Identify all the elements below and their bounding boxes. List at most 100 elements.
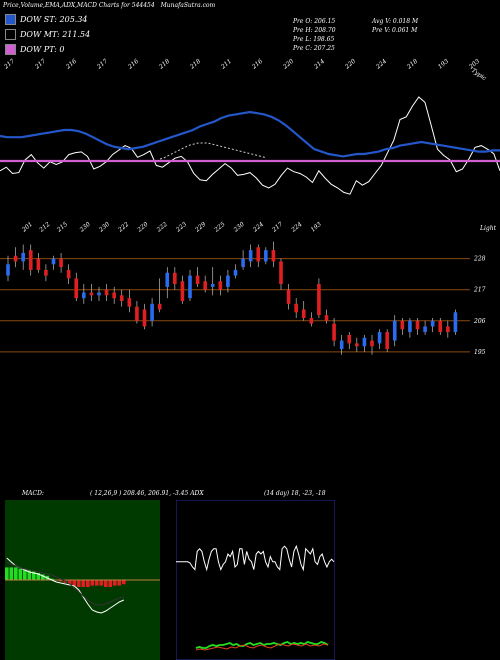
macd-histogram — [5, 567, 160, 587]
candle-body — [104, 289, 109, 296]
pre-high: Pre H: 208.70 — [293, 27, 336, 34]
candle-body — [324, 315, 329, 321]
ema-tick-label: 217 — [2, 58, 16, 71]
price-axis-label: 228 — [473, 256, 486, 263]
candle-body — [294, 303, 298, 313]
macd-hist-bar — [104, 580, 108, 587]
ema-tick-label: 220 — [343, 58, 357, 71]
price-tick-label: 222 — [155, 221, 169, 234]
candle-body — [142, 309, 147, 327]
candle-body — [165, 272, 170, 287]
candle-body — [59, 258, 63, 268]
adx-values: (14 day) 18, -23, -18 — [264, 490, 326, 497]
macd-signal-line — [6, 557, 125, 614]
adx-series-line — [195, 641, 329, 649]
macd-hist-bar — [117, 580, 122, 586]
candle-body — [233, 269, 238, 276]
candle-body — [127, 298, 132, 307]
candle-body — [355, 343, 359, 347]
candle-body — [135, 306, 139, 321]
candle-body — [28, 250, 33, 270]
candle-body — [66, 269, 71, 279]
ema-tick-label: 224 — [374, 58, 388, 71]
price-tick-label: 225 — [213, 221, 227, 234]
macd-hist-bar — [50, 578, 54, 580]
macd-label: MACD: — [22, 490, 44, 497]
candle-body — [415, 320, 420, 330]
candle-body — [339, 340, 344, 350]
macd-hist-bar — [72, 580, 77, 586]
candle-body — [51, 258, 56, 265]
price-tick-label: 229 — [193, 221, 207, 234]
candle-body — [241, 258, 245, 268]
pre-volume: Pre V: 0.061 M — [372, 27, 418, 34]
legend-label-st: DOW ST: 205.34 — [20, 14, 88, 24]
candle-body — [370, 340, 374, 347]
avg-volume: Avg V: 0.018 M — [372, 18, 419, 25]
ema-tick-label: 220 — [281, 58, 295, 71]
candle-body — [188, 275, 192, 299]
legend-swatch-pt — [5, 43, 16, 55]
candle-body — [226, 275, 230, 287]
candle-body — [44, 269, 48, 276]
macd-hist-bar — [77, 580, 81, 587]
price-tick-label: 222 — [116, 221, 130, 234]
ema-lines — [0, 96, 500, 195]
ema-panel: 217 217 216 217 216 218 218 211 216 220 214 220 224 2… — [0, 58, 500, 195]
site-name: MunafaSutra.com — [160, 2, 216, 9]
candle-body — [82, 292, 86, 299]
macd-hist-bar — [18, 568, 23, 580]
candle-body — [218, 281, 223, 290]
pre-open: Pre O: 206.15 — [293, 18, 336, 25]
legend-dow-st: DOW ST: 205.34 — [3, 12, 95, 26]
candle-body — [21, 252, 25, 262]
candle-body — [332, 323, 336, 341]
candle-body — [347, 334, 352, 344]
macd-hist-bar — [9, 567, 14, 580]
macd-hist-bar — [122, 580, 126, 585]
pre-low: Pre L: 198.65 — [293, 36, 335, 43]
price-axis-label: 195 — [474, 349, 486, 356]
ema-series-line — [0, 110, 500, 158]
candle-body — [210, 284, 215, 287]
price-tick-label: 212 — [38, 221, 52, 234]
ema-tick-label: 214 — [312, 58, 326, 71]
ema-tick-label: 193 — [437, 58, 450, 71]
price-tick-label: 224 — [251, 221, 265, 234]
candle-body — [195, 275, 200, 285]
adx-lines — [176, 544, 335, 651]
chart-title-text: Price,Volume,EMA,ADX,MACD Charts for 544… — [3, 2, 155, 9]
macd-hist-bar — [36, 573, 41, 580]
macd-hist-bar — [95, 580, 99, 586]
ema-tick-label: 216 — [250, 58, 264, 71]
macd-hist-bar — [90, 580, 95, 586]
candle-body — [97, 292, 101, 296]
ema-tick-label: 218 — [188, 58, 202, 71]
macd-hist-bar — [27, 570, 32, 580]
ema-top-ticks: 217 217 216 217 216 218 218 211 216 220 214 220 224 2… — [2, 58, 481, 71]
candle-body — [119, 295, 124, 301]
candle-body — [74, 278, 79, 299]
candle-body — [173, 272, 177, 285]
price-tick-label: 215 — [55, 221, 69, 234]
candle-body — [408, 320, 412, 333]
legend-label-mt: DOW MT: 211.54 — [20, 29, 91, 39]
macd-panel — [5, 500, 160, 660]
price-tick-label: 230 — [97, 221, 111, 234]
price-top-ticks: 201 212 215 230 230 222 220 222 223 229 225 230 224 2… — [20, 221, 323, 234]
price-tick-label: 201 — [20, 221, 34, 234]
candle-body — [301, 309, 306, 318]
adx-panel — [176, 500, 335, 660]
candle-body — [271, 250, 276, 262]
ema-tick-label: 216 — [126, 58, 140, 71]
macd-hist-bar — [108, 580, 113, 587]
candle-body — [279, 261, 283, 285]
macd-hist-bar — [99, 580, 104, 586]
candle-body — [423, 326, 427, 333]
candle-body — [453, 312, 458, 333]
candle-body — [112, 292, 116, 299]
ema-tick-label: 218 — [405, 58, 419, 71]
candle-body — [6, 264, 10, 276]
price-tick-label: 217 — [270, 221, 284, 234]
candle-body — [157, 303, 162, 310]
